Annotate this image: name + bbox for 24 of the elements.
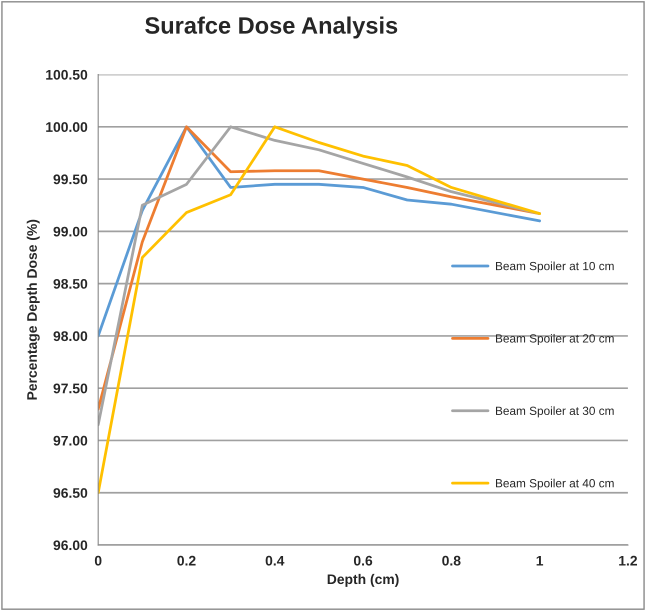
legend-label: Beam Spoiler at 10 cm	[496, 262, 614, 273]
x-tick-label: 0.8	[442, 556, 461, 566]
x-tick-label: 0.6	[354, 556, 372, 566]
x-tick-label: 0	[94, 556, 102, 566]
legend-label: Beam Spoiler at 30 cm	[496, 406, 614, 418]
y-tick-label: 97.50	[54, 384, 88, 394]
legend-label: Beam Spoiler at 20 cm	[496, 334, 614, 345]
legend-label: Beam Spoiler at 40 cm	[496, 478, 614, 490]
y-tick-label: 99.00	[54, 226, 88, 237]
x-tick-label: 0.4	[266, 556, 284, 566]
x-axis-title: Depth (cm)	[328, 574, 399, 587]
y-tick-label: 96.00	[54, 540, 88, 550]
y-tick-label: 99.50	[54, 174, 88, 184]
y-tick-label: 100.50	[46, 70, 88, 80]
y-tick-label: 98.50	[54, 278, 88, 289]
x-tick-label: 1	[536, 556, 544, 566]
y-tick-label: 97.00	[54, 436, 88, 446]
y-axis-title: Percentage Depth Dose (%)	[26, 220, 40, 400]
chart-title: Surafce Dose Analysis	[145, 16, 398, 39]
x-tick-label: 1.2	[619, 556, 638, 566]
y-tick-label: 96.50	[54, 488, 88, 498]
y-tick-label: 100.00	[46, 122, 88, 132]
y-tick-label: 98.00	[54, 331, 88, 342]
x-tick-label: 0.2	[177, 556, 196, 566]
